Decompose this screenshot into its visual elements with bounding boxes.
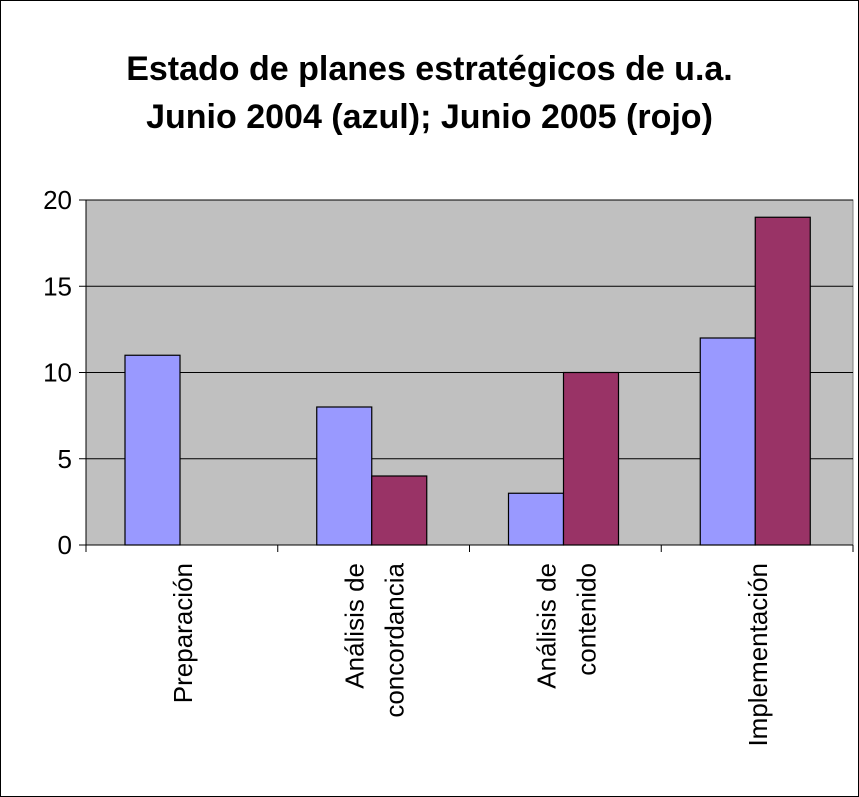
chart-title: Estado de planes estratégicos de u.a. Ju…	[1, 45, 858, 141]
chart-title-line-2: Junio 2004 (azul); Junio 2005 (rojo)	[146, 98, 713, 136]
bar-series-2-cat-2	[371, 475, 428, 546]
x-category-label: concordancia	[380, 562, 410, 717]
x-category-label: Preparación	[168, 563, 198, 703]
x-category-label: Análisis de	[340, 563, 370, 689]
chart-title-line-1: Estado de planes estratégicos de u.a.	[126, 50, 733, 88]
y-tick-label: 20	[43, 185, 72, 215]
bar-series-1-cat-4	[699, 337, 756, 546]
y-tick-label: 0	[58, 530, 72, 560]
bar-series-2-cat-4	[754, 216, 811, 546]
bar-series-1-cat-3	[507, 492, 565, 546]
y-tick-label: 5	[58, 444, 72, 474]
x-category-label: Implementación	[743, 563, 773, 747]
y-tick-label: 15	[43, 271, 72, 301]
y-tick-label: 10	[43, 358, 72, 388]
x-category-label: contenido	[571, 563, 601, 676]
bar-series-1-cat-2	[316, 406, 373, 546]
x-category-label: Análisis de	[531, 563, 561, 689]
bar-series-1-cat-1	[124, 354, 181, 546]
bar-series-2-cat-3	[562, 371, 620, 546]
